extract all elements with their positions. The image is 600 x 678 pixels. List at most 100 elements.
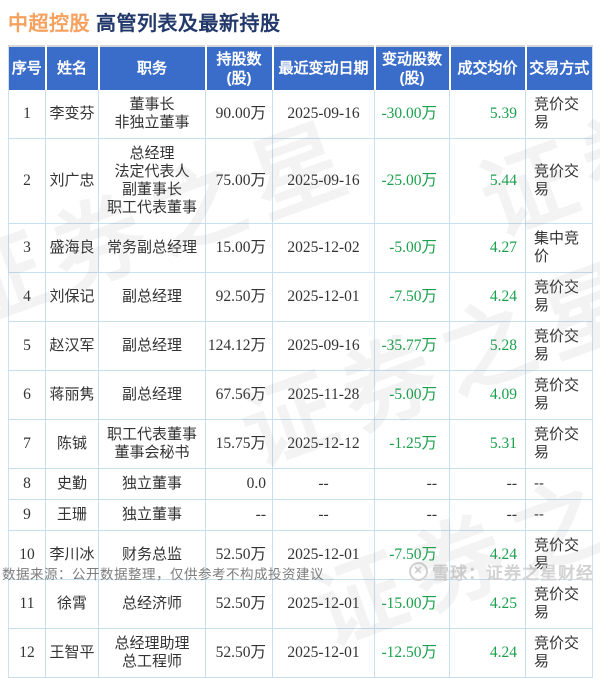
- cell-position: 副总经理: [98, 321, 206, 371]
- cell-change-date: 2025-09-16: [272, 138, 375, 224]
- table-row: 9 王珊 独立董事 -- -- -- -- --: [8, 499, 593, 531]
- cell-change-shares: -7.50万: [374, 272, 450, 322]
- cell-shares: 67.56万: [205, 370, 273, 420]
- cell-trade-method: 竞价交易: [525, 272, 593, 322]
- cell-trade-method: --: [525, 499, 593, 531]
- xueqiu-logo-icon: ✕: [409, 562, 428, 581]
- cell-trade-method: 竞价交易: [525, 628, 593, 678]
- header-position: 职务: [98, 46, 207, 90]
- header-trade-method: 交易方式: [525, 46, 593, 90]
- cell-trade-method: 竞价交易: [525, 370, 593, 420]
- cell-name: 李变芬: [45, 90, 99, 139]
- page-title: 中超控股 高管列表及最新持股: [8, 7, 281, 36]
- cell-shares: 15.75万: [205, 419, 273, 469]
- cell-shares: 124.12万: [205, 321, 273, 371]
- header-shares: 持股数 (股): [205, 46, 274, 90]
- cell-avg-price: 4.24: [449, 530, 526, 580]
- cell-change-date: 2025-11-28: [272, 370, 375, 420]
- table-row: 12 王智平 总经理助理 总工程师 52.50万 2025-12-01 -12.…: [8, 628, 593, 678]
- cell-name: 李川冰: [45, 530, 99, 580]
- cell-change-shares: -35.77万: [374, 321, 450, 371]
- cell-shares: 90.00万: [205, 90, 273, 139]
- cell-shares: 92.50万: [205, 272, 273, 322]
- cell-shares: 75.00万: [205, 138, 273, 224]
- cell-shares: 0.0: [205, 468, 273, 500]
- cell-avg-price: --: [449, 468, 526, 500]
- cell-change-date: 2025-12-02: [272, 223, 375, 273]
- cell-seq: 6: [8, 370, 46, 420]
- table-row: 7 陈铖 职工代表董事 董事会秘书 15.75万 2025-12-12 -1.2…: [8, 419, 593, 469]
- header-seq: 序号: [8, 46, 47, 90]
- cell-avg-price: 5.28: [449, 321, 526, 371]
- cell-trade-method: 竞价交易: [525, 90, 593, 139]
- cell-seq: 12: [8, 628, 46, 678]
- cell-change-date: 2025-09-16: [272, 321, 375, 371]
- table-row: 10 李川冰 财务总监 52.50万 2025-12-01 -7.50万 4.2…: [8, 530, 593, 580]
- header-change-date: 最近变动日期: [272, 46, 376, 90]
- cell-seq: 11: [8, 579, 46, 629]
- cell-trade-method: 竞价交易: [525, 321, 593, 371]
- table-row: 4 刘保记 副总经理 92.50万 2025-12-01 -7.50万 4.24…: [8, 272, 593, 322]
- cell-change-shares: -12.50万: [374, 628, 450, 678]
- table-row: 11 徐霄 总经济师 52.50万 2025-12-01 -15.00万 4.2…: [8, 579, 593, 629]
- cell-change-date: 2025-12-01: [272, 628, 375, 678]
- cell-avg-price: 4.24: [449, 628, 526, 678]
- cell-trade-method: --: [525, 468, 593, 500]
- cell-change-date: 2025-12-01: [272, 530, 375, 580]
- cell-position: 常务副总经理: [98, 223, 206, 273]
- cell-avg-price: --: [449, 499, 526, 531]
- cell-seq: 7: [8, 419, 46, 469]
- cell-name: 蒋丽隽: [45, 370, 99, 420]
- cell-position: 财务总监: [98, 530, 206, 580]
- cell-avg-price: 4.24: [449, 272, 526, 322]
- cell-change-shares: -5.00万: [374, 223, 450, 273]
- table-row: 5 赵汉军 副总经理 124.12万 2025-09-16 -35.77万 5.…: [8, 321, 593, 371]
- data-source-note: 数据来源：公开数据整理，仅供参考不构成投资建议: [2, 567, 324, 582]
- cell-change-shares: --: [374, 499, 450, 531]
- cell-change-shares: --: [374, 468, 450, 500]
- cell-name: 王智平: [45, 628, 99, 678]
- executives-table: 序号 姓名 职务 持股数 (股) 最近变动日期 变动股数 (股) 成交均价 交易…: [8, 45, 593, 678]
- cell-seq: 4: [8, 272, 46, 322]
- header-name: 姓名: [45, 46, 100, 90]
- cell-seq: 3: [8, 223, 46, 273]
- stock-name: 中超控股: [8, 13, 90, 35]
- page-subtitle: 高管列表及最新持股: [96, 13, 281, 35]
- table-row: 6 蒋丽隽 副总经理 67.56万 2025-11-28 -5.00万 4.09…: [8, 370, 593, 420]
- cell-name: 刘广忠: [45, 138, 99, 224]
- cell-avg-price: 5.31: [449, 419, 526, 469]
- cell-name: 赵汉军: [45, 321, 99, 371]
- brand-footer: ✕ 雪球：证券之星财经: [409, 559, 594, 584]
- cell-change-shares: -30.00万: [374, 90, 450, 139]
- table-header-row: 序号 姓名 职务 持股数 (股) 最近变动日期 变动股数 (股) 成交均价 交易…: [8, 46, 593, 90]
- cell-trade-method: 集中竞价: [525, 223, 593, 273]
- cell-name: 史勤: [45, 468, 99, 500]
- cell-shares: 52.50万: [205, 530, 273, 580]
- cell-change-date: --: [272, 468, 375, 500]
- brand-label: 雪球：证券之星财经: [432, 564, 594, 583]
- cell-trade-method: 竞价交易: [525, 579, 593, 629]
- cell-position: 总经济师: [98, 579, 206, 629]
- cell-change-shares: -15.00万: [374, 579, 450, 629]
- cell-position: 总经理 法定代表人 副董事长 职工代表董事: [98, 138, 206, 224]
- cell-change-shares: -25.00万: [374, 138, 450, 224]
- cell-position: 副总经理: [98, 370, 206, 420]
- cell-change-date: 2025-12-12: [272, 419, 375, 469]
- cell-change-date: --: [272, 499, 375, 531]
- cell-position: 职工代表董事 董事会秘书: [98, 419, 206, 469]
- cell-seq: 10: [8, 530, 46, 580]
- cell-position: 独立董事: [98, 468, 206, 500]
- cell-trade-method: 竞价交易: [525, 419, 593, 469]
- cell-avg-price: 4.27: [449, 223, 526, 273]
- cell-shares: 15.00万: [205, 223, 273, 273]
- executives-table-wrapper: 序号 姓名 职务 持股数 (股) 最近变动日期 变动股数 (股) 成交均价 交易…: [8, 45, 593, 678]
- cell-change-date: 2025-12-01: [272, 579, 375, 629]
- cell-change-shares: -1.25万: [374, 419, 450, 469]
- cell-avg-price: 4.09: [449, 370, 526, 420]
- table-row: 1 李变芬 董事长 非独立董事 90.00万 2025-09-16 -30.00…: [8, 90, 593, 139]
- cell-change-date: 2025-09-16: [272, 90, 375, 139]
- cell-shares: 52.50万: [205, 579, 273, 629]
- cell-seq: 2: [8, 138, 46, 224]
- cell-seq: 1: [8, 90, 46, 139]
- cell-avg-price: 5.39: [449, 90, 526, 139]
